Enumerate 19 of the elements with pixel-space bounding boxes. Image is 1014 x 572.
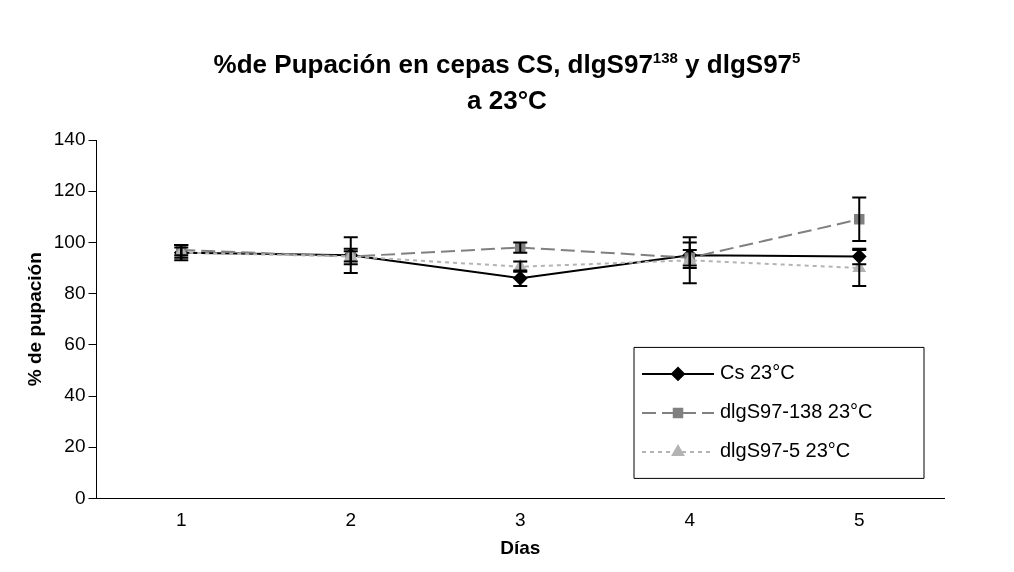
x-tick-label: 2: [345, 509, 357, 531]
y-tick-label: 60: [64, 333, 86, 355]
legend-label: Cs 23°C: [720, 361, 795, 384]
y-tick-label: 20: [64, 435, 86, 457]
legend-label: dlgS97-138 23°C: [720, 400, 873, 423]
x-tick-label: 3: [514, 509, 526, 531]
x-tick-label: 4: [684, 509, 696, 531]
y-tick-label: 80: [64, 281, 86, 303]
x-tick-label: 1: [175, 509, 187, 531]
y-tick-label: 0: [74, 486, 86, 508]
y-tick-label: 100: [53, 230, 86, 252]
y-tick-label: 40: [64, 384, 86, 406]
chart-title: %de Pupación en cepas CS, dlgS97$^{138}$ y dlgS97$^{5}$ a 23°C: [213, 48, 801, 115]
y-tick-label: 140: [53, 128, 86, 150]
y-tick-label: 120: [53, 179, 86, 201]
legend-label: dlgS97-5 23°C: [720, 439, 851, 462]
y-axis-title: % de pupación: [23, 252, 45, 387]
x-tick-label: 5: [853, 509, 865, 531]
x-axis-title: Días: [500, 536, 541, 558]
